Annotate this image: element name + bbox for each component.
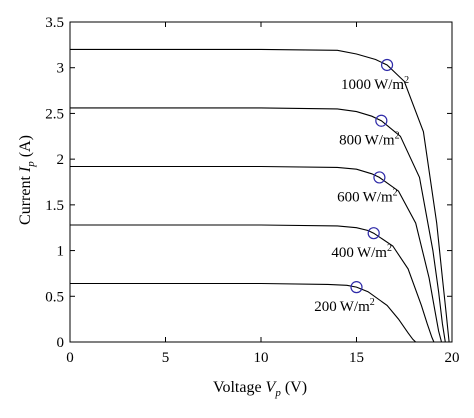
mpp-markers-layer	[350, 58, 394, 294]
curve-label-exp: 2	[370, 297, 375, 308]
y-tick-label: 3	[57, 61, 65, 77]
y-axis-label-sub: p	[25, 161, 37, 168]
x-axis-label-prefix: Voltage	[213, 379, 266, 396]
curve-label-exp: 2	[387, 243, 392, 254]
y-tick-label: 1	[57, 244, 65, 260]
curve-label-unit: W/m	[365, 133, 395, 149]
curve-label-value: 200	[314, 299, 340, 315]
curve-label-unit: W/m	[340, 299, 370, 315]
x-tick-label: 10	[254, 350, 269, 366]
x-tick-label: 20	[445, 350, 460, 366]
x-axis-label-suffix: (V)	[281, 379, 307, 396]
mpp-marker-800	[375, 114, 388, 127]
x-tick-label: 5	[162, 350, 170, 366]
y-tick-label: 0	[57, 335, 65, 351]
curve-label-exp: 2	[404, 75, 409, 86]
plot-frame	[69, 21, 453, 343]
x-tick-label: 0	[66, 350, 74, 366]
y-tick-label: 1.5	[45, 198, 64, 214]
iv-curve-600	[70, 165, 443, 343]
curve-label-unit: W/m	[374, 77, 404, 93]
curve-label-1000: 1000 W/m2	[341, 75, 409, 93]
curve-label-800: 800 W/m2	[339, 131, 400, 149]
curve-label-200: 200 W/m2	[314, 297, 375, 315]
curves-layer	[70, 48, 450, 343]
mpp-marker-200	[350, 281, 363, 294]
y-tick-label: 2.5	[45, 106, 64, 122]
x-axis-label-sub: p	[274, 387, 281, 399]
curve-label-exp: 2	[395, 131, 400, 142]
iv-curve-400	[70, 224, 435, 343]
iv-curve-200	[70, 282, 417, 343]
curve-label-unit: W/m	[357, 245, 387, 261]
iv-curve-800	[70, 107, 446, 343]
curve-label-value: 1000	[341, 77, 374, 93]
curve-label-600: 600 W/m2	[337, 187, 398, 205]
x-axis-label: Voltage Vp (V)	[213, 379, 307, 399]
x-tick-label: 15	[349, 350, 364, 366]
y-axis-label-prefix: Current	[17, 172, 34, 225]
curve-label-unit: W/m	[363, 189, 393, 205]
y-axis-label-suffix: (A)	[17, 135, 34, 161]
curve-label-value: 800	[339, 133, 365, 149]
y-tick-label: 3.5	[45, 15, 64, 31]
y-axis-label-var: I	[17, 166, 34, 173]
curve-label-exp: 2	[393, 187, 398, 198]
mpp-marker-400	[367, 227, 380, 240]
mpp-marker-1000	[380, 58, 394, 72]
curve-label-400: 400 W/m2	[331, 243, 392, 261]
x-axis-label-var: V	[266, 379, 278, 396]
y-tick-label: 2	[57, 152, 65, 168]
iv-curve-1000	[70, 48, 450, 343]
mpp-marker-600	[373, 171, 386, 184]
y-axis-label: Current Ip (A)	[17, 135, 37, 225]
curve-label-value: 400	[331, 245, 357, 261]
y-tick-label: 0.5	[45, 289, 64, 305]
curve-label-value: 600	[337, 189, 363, 205]
